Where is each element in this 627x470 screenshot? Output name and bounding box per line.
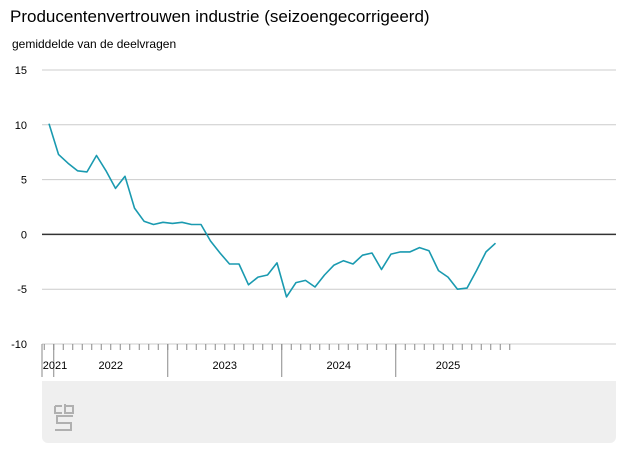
y-tick-label: 5 — [21, 175, 27, 187]
chart-title: Producentenvertrouwen industrie (seizoen… — [10, 7, 430, 26]
x-tick-label: 2022 — [99, 360, 123, 372]
x-tick-label: 2025 — [436, 360, 460, 372]
series-line — [48, 123, 497, 298]
cbs-logo — [54, 404, 74, 431]
y-tick-label: 0 — [21, 229, 27, 241]
y-tick-label: -5 — [17, 284, 27, 296]
y-tick-label: -10 — [11, 339, 27, 351]
x-tick-label: 2021 — [43, 360, 67, 372]
x-tick-label: 2023 — [213, 360, 237, 372]
chart-footer — [42, 381, 616, 443]
y-axis-label: gemiddelde van de deelvragen — [12, 37, 177, 51]
x-tick-label: 2024 — [327, 360, 351, 372]
y-tick-label: 10 — [15, 120, 27, 132]
y-tick-label: 15 — [15, 65, 27, 77]
